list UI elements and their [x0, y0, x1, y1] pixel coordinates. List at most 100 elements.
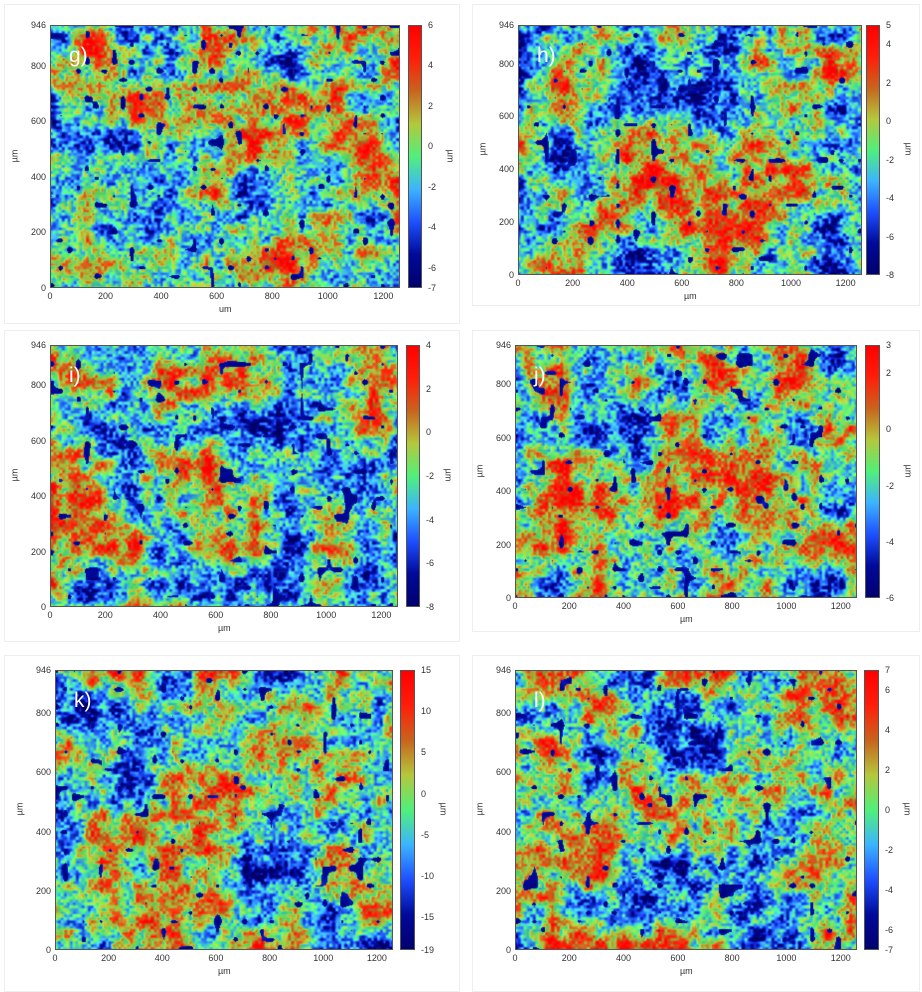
colorbar-tick-label: 4 — [426, 340, 432, 350]
colorbar-tick-label: -4 — [428, 222, 437, 233]
x-tick-label: 400 — [616, 601, 632, 611]
y-tick-label: 600 — [495, 432, 511, 443]
colorbar-tick-label: 0 — [421, 788, 427, 799]
y-tick-label: 200 — [495, 539, 511, 550]
x-tick-label: 0 — [512, 953, 518, 963]
heatmap-plot: h) — [518, 25, 862, 275]
y-tick-label: 946 — [30, 340, 46, 350]
colorbar-tick-label: -5 — [421, 829, 430, 840]
panel-label: h) — [537, 44, 556, 67]
heatmap-plot: l) — [515, 670, 857, 950]
y-tick-label: 200 — [498, 217, 514, 228]
y-tick-label: 800 — [35, 708, 51, 719]
colorbar-tick-label: 2 — [428, 100, 434, 111]
x-tick-label: 1200 — [371, 610, 392, 620]
colorbar-label: µm — [445, 149, 456, 162]
colorbar-tick-label: 6 — [428, 20, 434, 30]
x-tick-label: 800 — [262, 953, 278, 963]
y-axis-label: µm — [14, 802, 25, 816]
heatmap-plot: g) — [50, 25, 400, 288]
surface-height-map — [56, 671, 392, 949]
y-tick-label: 0 — [508, 270, 514, 280]
surface-height-map — [51, 26, 399, 287]
x-tick-label: 1200 — [373, 291, 394, 301]
surface-height-map — [519, 26, 861, 274]
colorbar-tick-label: -6 — [886, 593, 895, 603]
x-tick-label: 600 — [670, 601, 686, 611]
y-tick-label: 946 — [495, 340, 511, 350]
x-tick-label: 0 — [52, 953, 58, 963]
colorbar-tick-label: 0 — [428, 141, 434, 152]
colorbar-tick-label: 5 — [886, 20, 892, 30]
y-tick-label: 600 — [30, 435, 46, 446]
y-tick-label: 800 — [495, 708, 511, 719]
y-tick-label: 946 — [498, 20, 514, 30]
x-tick-label: 600 — [670, 953, 686, 963]
colorbar-label: µm — [903, 464, 914, 477]
x-axis-label: µm — [684, 291, 697, 301]
y-tick-label: 600 — [30, 116, 46, 127]
colorbar-tick-label: -2 — [426, 471, 435, 481]
colorbar-label: µm — [438, 802, 449, 816]
y-axis-label: µm — [474, 464, 485, 477]
y-tick-label: 200 — [35, 885, 51, 896]
heatmap-plot: k) — [55, 670, 393, 950]
colorbar-tick-label: 5 — [421, 747, 427, 758]
y-tick-label: 946 — [35, 665, 51, 675]
x-tick-label: 800 — [724, 601, 740, 611]
y-tick-label: 400 — [30, 171, 46, 182]
colorbar-tick-label: -4 — [885, 885, 894, 895]
y-tick-label: 800 — [495, 379, 511, 390]
colorbar — [400, 670, 415, 950]
colorbar-tick-label: 4 — [885, 725, 891, 735]
y-tick-label: 200 — [495, 885, 511, 896]
x-tick-label: 0 — [512, 601, 518, 611]
colorbar-tick-label: 0 — [886, 116, 892, 127]
panel-label: i) — [69, 364, 81, 387]
y-tick-label: 600 — [498, 111, 514, 122]
x-tick-label: 1000 — [316, 610, 337, 620]
panel-label: g) — [69, 44, 88, 67]
x-tick-label: 200 — [101, 953, 117, 963]
y-tick-label: 400 — [495, 826, 511, 837]
colorbar-tick-label: 4 — [428, 60, 434, 71]
colorbar-tick-label: -6 — [886, 231, 895, 242]
x-tick-label: 800 — [724, 953, 740, 963]
colorbar-tick-label: -2 — [885, 845, 894, 855]
y-tick-label: 600 — [495, 767, 511, 778]
x-axis-label: µm — [680, 966, 693, 976]
x-tick-label: 1000 — [317, 291, 338, 301]
colorbar-tick-label: 2 — [886, 77, 892, 88]
x-tick-label: 600 — [209, 291, 225, 301]
x-axis-label: um — [219, 304, 232, 314]
x-tick-label: 0 — [47, 610, 53, 620]
x-tick-label: 200 — [565, 278, 581, 288]
colorbar-tick-label: -8 — [886, 270, 895, 280]
heatmap-plot: i) — [50, 345, 398, 607]
surface-height-map — [51, 346, 397, 606]
colorbar-tick-label: 0 — [426, 427, 432, 438]
y-tick-label: 0 — [505, 945, 511, 955]
colorbar — [408, 25, 422, 288]
y-tick-label: 0 — [505, 593, 511, 603]
y-tick-label: 0 — [45, 945, 51, 955]
colorbar-tick-label: -4 — [426, 514, 435, 525]
colorbar-tick-label: 3 — [886, 340, 892, 350]
x-tick-label: 0 — [515, 278, 521, 288]
y-tick-label: 0 — [40, 602, 46, 612]
x-tick-label: 1000 — [781, 278, 802, 288]
x-tick-label: 1000 — [776, 953, 797, 963]
colorbar-tick-label: 10 — [421, 706, 432, 717]
y-tick-label: 400 — [498, 164, 514, 175]
y-tick-label: 946 — [495, 665, 511, 675]
heatmap-plot: j) — [515, 345, 857, 598]
y-tick-label: 400 — [35, 826, 51, 837]
colorbar-tick-label: -2 — [428, 181, 437, 192]
x-tick-label: 1000 — [313, 953, 334, 963]
x-tick-label: 1200 — [366, 953, 387, 963]
panel-label: j) — [534, 364, 546, 387]
colorbar-tick-label: -15 — [421, 912, 435, 923]
x-tick-label: 200 — [561, 601, 577, 611]
colorbar-tick-label: 2 — [426, 383, 432, 394]
y-tick-label: 600 — [35, 767, 51, 778]
